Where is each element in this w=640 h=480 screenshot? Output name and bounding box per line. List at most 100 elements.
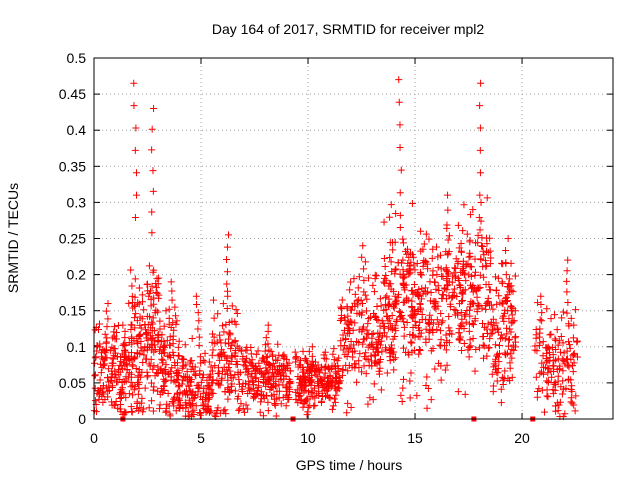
data-point [258, 392, 266, 400]
data-point [169, 399, 177, 407]
data-point [255, 378, 263, 386]
data-point [362, 307, 370, 315]
data-point [282, 402, 290, 410]
data-point [430, 303, 438, 311]
data-point [304, 388, 312, 396]
data-point [417, 227, 425, 235]
data-point [133, 349, 141, 357]
data-point [543, 386, 551, 394]
data-point [544, 393, 552, 401]
data-point [104, 373, 112, 381]
y-tick-label: 0.05 [59, 375, 86, 391]
data-point [564, 256, 572, 264]
data-point [503, 283, 511, 291]
data-point [477, 217, 485, 225]
data-point [163, 337, 171, 345]
data-point [501, 367, 509, 375]
data-point [263, 359, 271, 367]
data-point [368, 330, 376, 338]
data-point [350, 275, 358, 283]
data-point [332, 391, 340, 399]
data-point [362, 355, 370, 363]
data-point [254, 347, 262, 355]
data-point [481, 302, 489, 310]
data-point [137, 344, 145, 352]
data-point [391, 322, 399, 330]
data-point [216, 336, 224, 344]
data-point [356, 350, 364, 358]
data-point [198, 396, 206, 404]
data-point [549, 390, 557, 398]
data-point [498, 279, 506, 287]
data-point [438, 319, 446, 327]
data-point [148, 146, 156, 154]
data-point [479, 263, 487, 271]
data-point [199, 401, 207, 409]
data-point [443, 221, 451, 229]
data-point [362, 370, 370, 378]
data-point [439, 317, 447, 325]
data-point [445, 232, 453, 240]
data-point [162, 361, 170, 369]
data-point [454, 311, 462, 319]
data-point [150, 327, 158, 335]
data-point [483, 240, 491, 248]
data-point [147, 296, 155, 304]
data-point [165, 314, 173, 322]
data-point [343, 409, 351, 417]
data-point [98, 363, 106, 371]
data-point [546, 331, 554, 339]
data-point [405, 253, 413, 261]
data-point [410, 311, 418, 319]
data-point [112, 335, 120, 343]
data-point [241, 408, 249, 416]
data-point [150, 383, 158, 391]
data-point [462, 261, 470, 269]
data-point [175, 337, 183, 345]
data-point [226, 329, 234, 337]
data-point [446, 330, 454, 338]
data-point [543, 344, 551, 352]
data-point [431, 278, 439, 286]
data-point [467, 342, 475, 350]
data-point [314, 367, 322, 375]
data-point [119, 341, 127, 349]
data-point [501, 295, 509, 303]
data-point [355, 296, 363, 304]
data-point [228, 302, 236, 310]
data-point [397, 166, 405, 174]
data-point [425, 335, 433, 343]
data-point [502, 259, 510, 267]
data-point [474, 231, 482, 239]
data-point [179, 404, 187, 412]
y-tick-label: 0.45 [59, 86, 86, 102]
data-point [400, 284, 408, 292]
data-point [509, 318, 517, 326]
data-point [323, 387, 331, 395]
data-point [145, 404, 153, 412]
data-point [487, 301, 495, 309]
data-point [219, 300, 227, 308]
data-point [114, 378, 122, 386]
data-point [361, 291, 369, 299]
data-point [363, 326, 371, 334]
data-point [308, 343, 316, 351]
data-point [174, 383, 182, 391]
data-point [506, 325, 514, 333]
data-point [475, 284, 483, 292]
data-point [264, 380, 272, 388]
data-point [400, 332, 408, 340]
data-point [271, 400, 279, 408]
data-point [386, 213, 394, 221]
data-point [377, 386, 385, 394]
data-point [208, 351, 216, 359]
data-point [428, 254, 436, 262]
data-point [151, 372, 159, 380]
data-point [565, 363, 573, 371]
data-point [480, 354, 488, 362]
data-point [391, 292, 399, 300]
data-point [162, 307, 170, 315]
data-point [369, 345, 377, 353]
data-point [156, 317, 164, 325]
data-point [214, 310, 222, 318]
